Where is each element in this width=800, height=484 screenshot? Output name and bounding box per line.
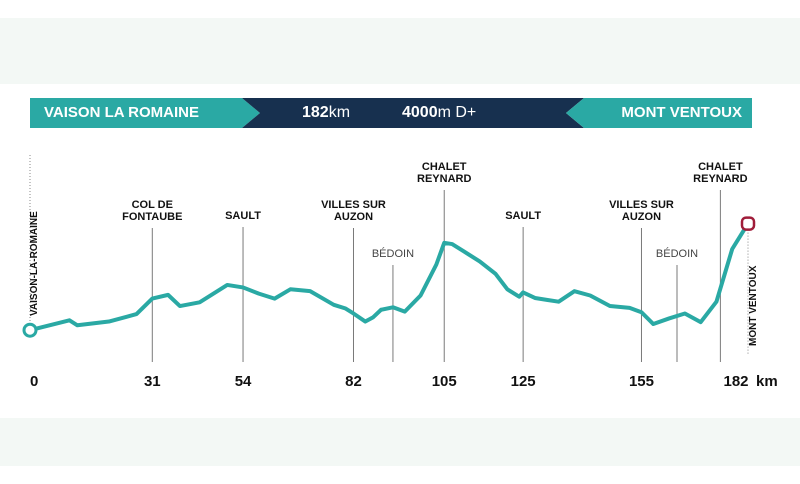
elevation-unit: m D+ [437, 104, 477, 121]
distance-unit: km [328, 104, 351, 121]
route-banner: VAISON LA ROMAINE 182km 4000m D+ MONT VE… [30, 98, 752, 128]
x-axis-tick-labels: 0 31 54 82 105 125 155 182 km [30, 373, 778, 390]
marker-label: COL DE [132, 199, 173, 211]
start-ring-icon [22, 322, 38, 338]
marker-label: AUZON [622, 211, 661, 223]
x-tick-label: 125 [511, 373, 536, 390]
x-tick-label: 105 [432, 373, 457, 390]
marker-label: SAULT [225, 210, 261, 222]
x-tick-unit: km [756, 373, 778, 390]
marker-label: BÉDOIN [372, 247, 414, 260]
marker-label: VILLES SUR [321, 199, 386, 211]
profile-line [28, 221, 750, 333]
marker-label: REYNARD [693, 173, 747, 185]
bottom-band [0, 418, 800, 466]
x-tick-label: 54 [235, 373, 252, 390]
marker-label: REYNARD [417, 173, 471, 185]
marker-label: BÉDOIN [656, 247, 698, 260]
banner-shape [30, 98, 752, 128]
elevation-value: 4000 [402, 104, 438, 121]
x-tick-label: 182 [723, 373, 748, 390]
marker-label: SAULT [505, 210, 541, 222]
x-tick-label: 82 [345, 373, 362, 390]
finish-vertical-label: MONT VENTOUX [748, 265, 759, 346]
x-tick-label: 0 [30, 373, 38, 390]
marker-lines [151, 190, 721, 362]
x-tick-label: 155 [629, 373, 654, 390]
finish-town-label: MONT VENTOUX [621, 104, 742, 121]
top-band [0, 18, 800, 84]
elevation-label: 4000m D+ [402, 98, 476, 128]
marker-label: AUZON [334, 211, 373, 223]
finish-marker-icon [740, 216, 756, 231]
banner-middle-segment [242, 98, 584, 128]
x-tick-label: 31 [144, 373, 161, 390]
start-town-label: VAISON LA ROMAINE [44, 104, 200, 121]
distance-value: 182 [302, 104, 329, 121]
start-vertical-label: VAISON-LA-ROMAINE [29, 211, 40, 316]
banner-start-segment [30, 98, 260, 128]
distance-label: 182km [302, 98, 350, 128]
marker-label: VILLES SUR [609, 199, 674, 211]
marker-label: CHALET [698, 161, 743, 173]
marker-label: CHALET [422, 161, 467, 173]
banner-finish-segment [566, 98, 752, 128]
marker-label: FONTAUBE [122, 211, 182, 223]
